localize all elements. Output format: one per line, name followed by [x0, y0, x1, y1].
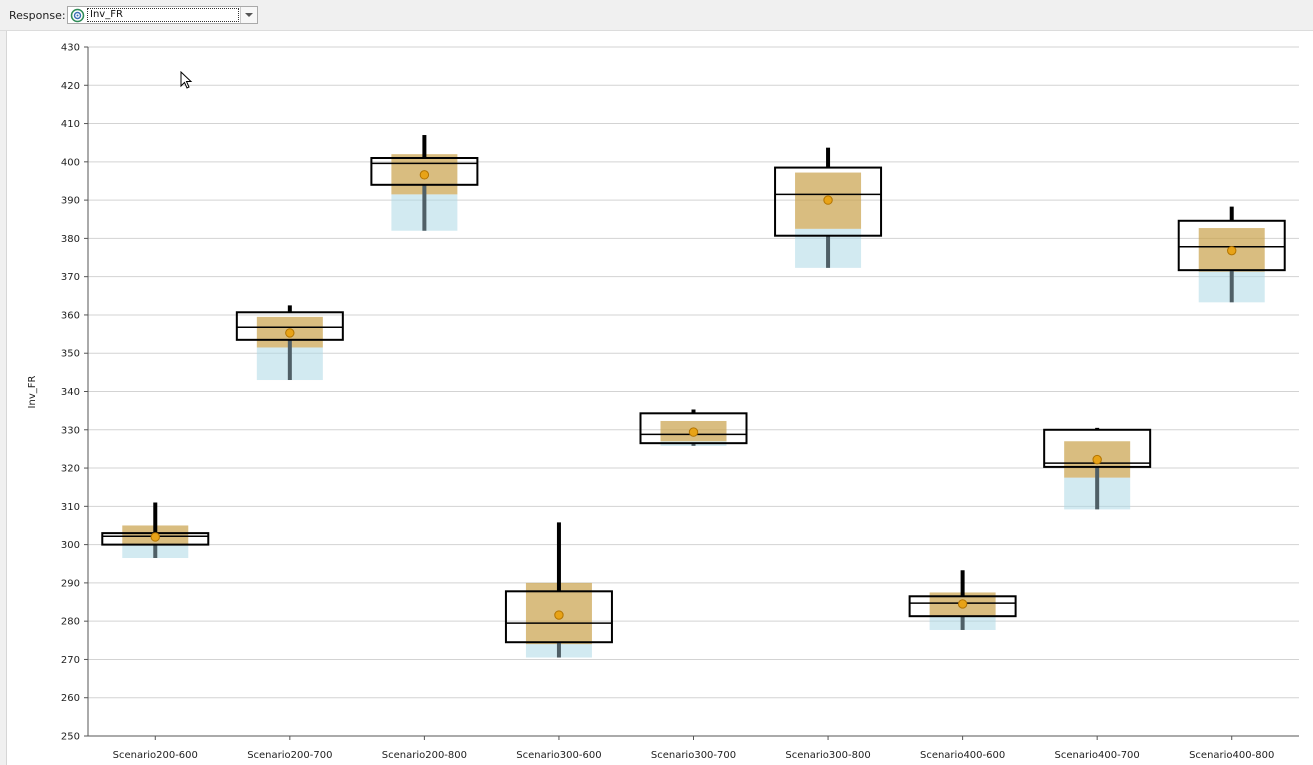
box-group-scenario200-700	[235, 305, 344, 381]
y-tick-label: 310	[61, 502, 80, 513]
x-tick-label: Scenario300-600	[516, 750, 601, 761]
mean-point	[688, 427, 699, 437]
mean-point	[150, 532, 160, 542]
x-tick-label: Scenario300-700	[651, 750, 736, 761]
y-tick-label: 290	[61, 578, 80, 589]
mean-point	[1227, 245, 1237, 256]
iqr-box	[504, 590, 613, 644]
y-axis-label: Inv_FR	[27, 375, 38, 408]
box-group-scenario300-700	[639, 409, 748, 446]
box-plot-chart: 250 260 270 280 290 300 310 320 330 340 350 360 370 3…	[27, 43, 1299, 761]
y-tick-label: 370	[61, 272, 80, 283]
iqr-box	[370, 157, 479, 186]
left-panel-edge	[0, 31, 7, 765]
target-pin-icon	[70, 8, 85, 23]
response-value: Inv_FR	[87, 8, 239, 22]
box-group-scenario200-800	[370, 135, 479, 231]
y-tick-label: 280	[61, 617, 80, 628]
box-group-scenario400-600	[908, 570, 1017, 630]
response-label: Response:	[9, 9, 66, 22]
iqr-box	[639, 412, 748, 445]
y-tick-label: 350	[61, 349, 80, 360]
response-dropdown[interactable]: Inv_FR	[67, 6, 258, 24]
y-tick-label: 300	[61, 540, 80, 551]
chevron-down-icon[interactable]	[240, 7, 257, 23]
x-tick-label: Scenario400-700	[1055, 750, 1140, 761]
iqr-box	[1177, 219, 1286, 272]
y-tick-label: 430	[61, 43, 80, 54]
x-tick-label: Scenario300-800	[785, 750, 870, 761]
mean-point	[823, 195, 833, 205]
y-tick-label: 330	[61, 425, 80, 436]
x-tick-label: Scenario200-800	[382, 750, 467, 761]
response-toolbar: Response: Inv_FR	[0, 0, 1313, 31]
y-tick-label: 410	[61, 119, 80, 130]
y-tick-label: 320	[61, 464, 80, 475]
y-tick-label: 400	[61, 157, 80, 168]
y-tick-label: 270	[61, 655, 80, 666]
y-tick-label: 340	[61, 387, 80, 398]
y-tick-label: 380	[61, 234, 80, 245]
axes: 250 260 270 280 290 300 310 320 330 340 350 360 370 3…	[61, 43, 1299, 761]
iqr-box	[235, 311, 344, 341]
y-tick-label: 260	[61, 693, 80, 704]
mouse-cursor-icon	[180, 71, 193, 89]
box-group-scenario400-800	[1177, 206, 1286, 303]
mean-point	[554, 610, 564, 620]
mean-point	[419, 170, 430, 180]
mean-point	[285, 328, 295, 338]
box-group-scenario300-600	[504, 522, 613, 658]
x-tick-label: Scenario200-700	[247, 750, 332, 761]
iqr-box	[1043, 428, 1152, 468]
y-tick-label: 390	[61, 196, 80, 207]
mean-point	[1092, 454, 1102, 465]
iqr-box	[774, 166, 883, 237]
box-group-scenario400-700	[1043, 427, 1152, 510]
iqr-box	[908, 595, 1017, 618]
mean-point	[957, 599, 968, 609]
box-group-scenario300-800	[774, 147, 883, 268]
grid-lines	[88, 46, 1299, 737]
x-tick-label: Scenario400-600	[920, 750, 1005, 761]
y-tick-label: 420	[61, 81, 80, 92]
x-tick-label: Scenario400-800	[1189, 750, 1274, 761]
y-tick-label: 250	[61, 732, 80, 743]
x-tick-label: Scenario200-600	[113, 750, 198, 761]
y-tick-label: 360	[61, 310, 80, 321]
plot-area	[101, 135, 1286, 658]
box-group-scenario200-600	[101, 502, 210, 559]
